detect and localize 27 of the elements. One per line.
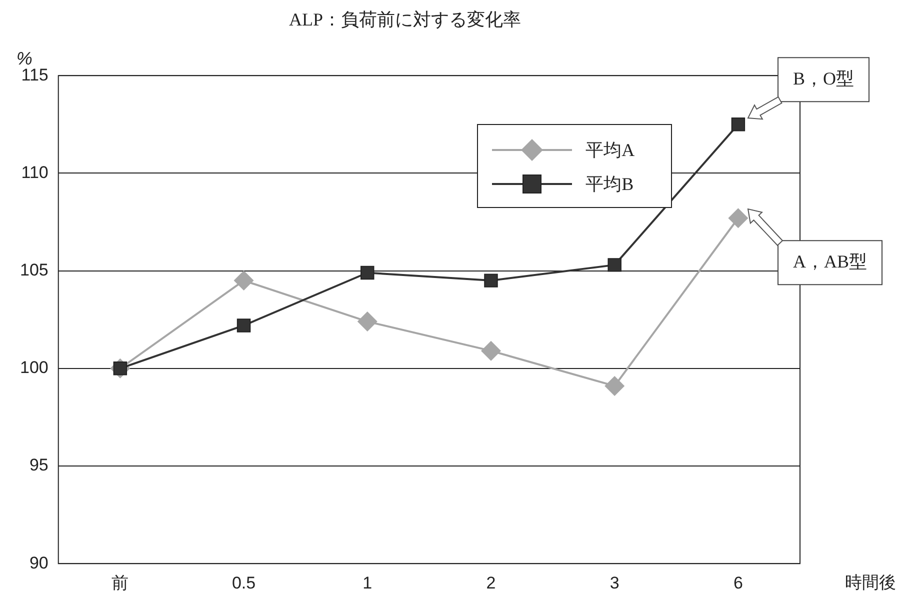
y-tick-label: 90 [29,553,48,572]
y-tick-label: 105 [20,260,48,280]
x-tick-label: 6 [733,573,743,592]
x-tick-label: 3 [610,573,620,592]
point [360,266,374,280]
legend-label: 平均A [586,138,635,162]
legend-label: 平均B [586,172,634,196]
point [234,270,254,291]
point [608,258,622,272]
point [728,208,748,228]
x-axis-title: 時間後 [845,573,896,592]
y-tick-label: 110 [21,162,48,182]
annotation: B，O型 [792,68,854,88]
point [480,340,501,361]
point [236,318,251,332]
y-tick-label: 95 [29,456,48,475]
chart-title: ALP：負荷前に対する変化率 [288,10,522,30]
y-tick-label: 100 [20,358,48,378]
point [484,274,498,288]
annotation: A，AB型 [792,251,868,272]
x-tick-label: 1 [362,573,372,592]
x-tick-label: 2 [486,573,496,592]
point [357,312,378,332]
x-tick-label: 前 [112,573,129,592]
point [604,376,625,396]
point [731,118,746,132]
x-tick-label: 0.5 [232,573,256,592]
